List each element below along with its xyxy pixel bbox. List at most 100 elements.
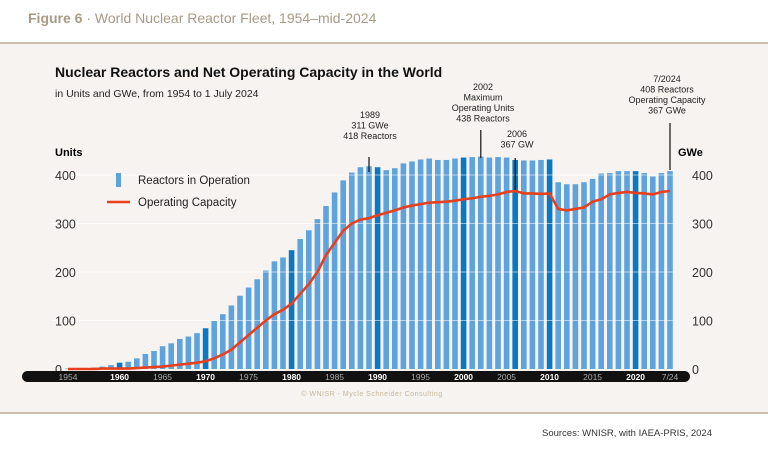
bar-2019 bbox=[624, 171, 630, 369]
bar-1993 bbox=[400, 163, 407, 369]
x-tick: 1960 bbox=[110, 372, 129, 382]
bar-1969 bbox=[194, 333, 200, 369]
y-tick-right: 0 bbox=[692, 363, 699, 377]
bar-2000 bbox=[460, 157, 467, 369]
x-tick: 1975 bbox=[239, 372, 258, 382]
bar-2018 bbox=[615, 171, 622, 369]
annotation-text: 2006 bbox=[507, 129, 527, 139]
copyright: © WNISR - Mycle Schneider Consulting bbox=[301, 390, 442, 398]
bar-1999 bbox=[452, 158, 458, 369]
bar-2011 bbox=[555, 182, 561, 369]
bar-2016 bbox=[598, 173, 604, 369]
x-tick: 7/24 bbox=[662, 372, 679, 382]
figure-label: Figure 6 bbox=[28, 10, 83, 26]
x-axis-band bbox=[22, 371, 690, 382]
bar-1976 bbox=[254, 279, 260, 369]
annotation-text: 438 Reactors bbox=[456, 114, 510, 124]
sources: Sources: WNISR, with IAEA-PRIS, 2024 bbox=[541, 428, 712, 439]
y-tick-left: 0 bbox=[55, 363, 62, 377]
annotation-text: Operating Capacity bbox=[628, 95, 706, 105]
y-tick-right: 400 bbox=[692, 169, 713, 183]
bar-2022 bbox=[650, 176, 656, 369]
bar-2024 bbox=[667, 171, 673, 369]
x-tick: 1995 bbox=[411, 372, 430, 382]
bar-2001 bbox=[469, 157, 475, 369]
bar-1970 bbox=[202, 328, 209, 369]
bar-1962 bbox=[134, 358, 140, 369]
bar-2009 bbox=[538, 159, 544, 369]
bar-2007 bbox=[521, 160, 527, 369]
bar-1988 bbox=[357, 167, 364, 369]
annotation-text: 7/2024 bbox=[653, 74, 681, 84]
x-tick: 1965 bbox=[153, 372, 172, 382]
bar-2006 bbox=[512, 159, 518, 369]
bar-1971 bbox=[211, 320, 217, 369]
x-tick: 2015 bbox=[583, 372, 602, 382]
x-tick: 1954 bbox=[59, 372, 78, 382]
bar-1981 bbox=[297, 239, 303, 369]
bar-1994 bbox=[409, 161, 415, 369]
x-tick: 2010 bbox=[540, 372, 559, 382]
bar-1975 bbox=[245, 287, 252, 369]
bar-1972 bbox=[220, 314, 226, 369]
bar-2017 bbox=[607, 173, 613, 369]
bar-2005 bbox=[503, 157, 510, 369]
bar-1963 bbox=[142, 353, 149, 369]
annotation-text: Maximum bbox=[463, 93, 502, 103]
bar-1997 bbox=[435, 159, 441, 369]
bar-1998 bbox=[443, 159, 450, 369]
bar-2008 bbox=[529, 160, 536, 369]
bar-2003 bbox=[486, 157, 493, 369]
legend-swatch-bars bbox=[116, 173, 121, 187]
bar-1966 bbox=[168, 343, 174, 369]
bar-1996 bbox=[426, 158, 432, 369]
chart-subtitle: in Units and GWe, from 1954 to 1 July 20… bbox=[55, 88, 259, 100]
bar-1959 bbox=[108, 365, 114, 369]
bar-1967 bbox=[177, 338, 183, 369]
annotation-text: Operating Units bbox=[452, 103, 515, 113]
legend-label: Reactors in Operation bbox=[138, 175, 250, 187]
bar-1974 bbox=[237, 295, 243, 369]
bar-1985 bbox=[331, 192, 338, 369]
y-label-left: Units bbox=[55, 147, 83, 159]
figure-caption: Figure 6 · World Nuclear Reactor Fleet, … bbox=[28, 10, 377, 26]
bar-1991 bbox=[383, 170, 389, 369]
annotation-text: 1989 bbox=[360, 110, 380, 120]
bar-1987 bbox=[349, 172, 355, 369]
x-tick: 2000 bbox=[454, 372, 473, 382]
bar-2010 bbox=[546, 159, 553, 369]
annotation-text: 408 Reactors bbox=[640, 85, 694, 95]
x-tick: 1985 bbox=[325, 372, 344, 382]
bar-1992 bbox=[392, 168, 398, 369]
x-tick: 2020 bbox=[626, 372, 645, 382]
y-tick-left: 100 bbox=[55, 315, 76, 329]
x-tick: 1970 bbox=[196, 372, 215, 382]
capacity-line bbox=[68, 189, 671, 371]
chart-title: Nuclear Reactors and Net Operating Capac… bbox=[55, 64, 442, 80]
figure-title: World Nuclear Reactor Fleet, 1954–mid-20… bbox=[94, 10, 377, 26]
bar-2021 bbox=[641, 173, 647, 369]
y-tick-left: 300 bbox=[55, 218, 76, 232]
x-tick: 1980 bbox=[282, 372, 301, 382]
y-tick-right: 300 bbox=[692, 218, 713, 232]
bar-1990 bbox=[374, 167, 381, 369]
bar-2020 bbox=[632, 171, 639, 369]
annotation-text: 2002 bbox=[473, 82, 493, 92]
annotation-text: 367 GWe bbox=[648, 106, 686, 116]
legend-label: Operating Capacity bbox=[138, 197, 237, 209]
annotation-text: 311 GWe bbox=[351, 121, 388, 131]
bar-1986 bbox=[340, 180, 346, 369]
x-tick: 1990 bbox=[368, 372, 387, 382]
bar-1968 bbox=[185, 336, 192, 369]
bar-1989 bbox=[366, 166, 372, 369]
annotation-text: 418 Reactors bbox=[343, 131, 397, 141]
bar-2013 bbox=[572, 184, 579, 369]
y-label-right: GWe bbox=[678, 147, 703, 159]
bar-2002 bbox=[478, 156, 484, 369]
annotation-text: 367 GW bbox=[500, 140, 534, 150]
bar-1980 bbox=[288, 250, 295, 369]
y-tick-left: 200 bbox=[55, 266, 76, 280]
bar-2015 bbox=[589, 178, 596, 369]
bar-1960 bbox=[116, 362, 123, 369]
bar-2012 bbox=[564, 184, 570, 369]
